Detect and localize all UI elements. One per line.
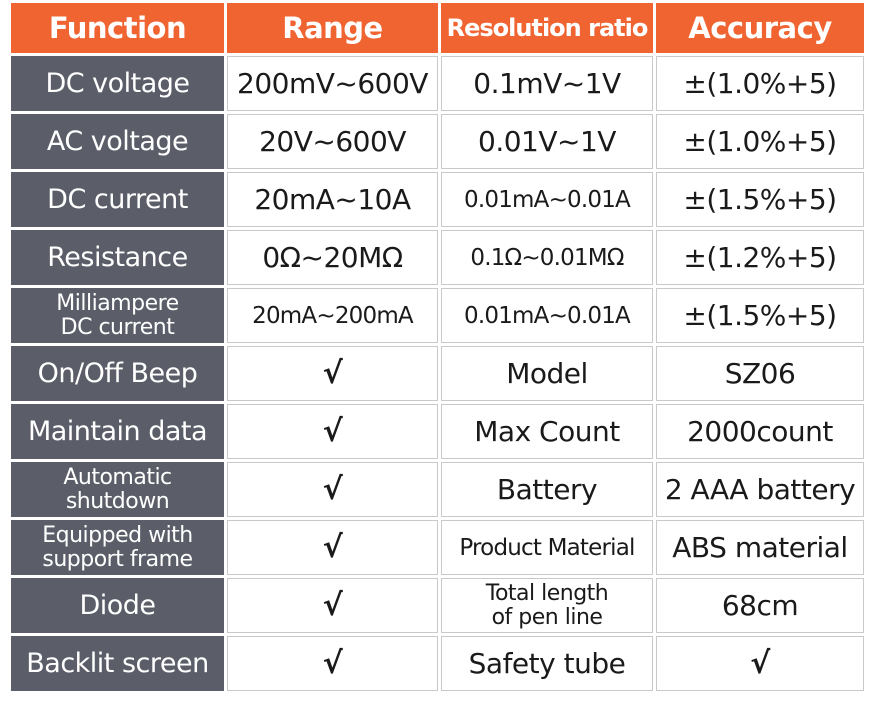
spec-value-cell: √ (656, 636, 864, 691)
spec-key-line: of pen line (491, 604, 603, 630)
table-row: Milliampere DC current 20mA~200mA 0.01mA… (11, 288, 864, 343)
check-mark: √ (227, 636, 438, 691)
function-cell: AC voltage (11, 114, 224, 169)
spec-key-cell: Battery (441, 462, 653, 517)
spec-value-cell: 68cm (656, 578, 864, 633)
table-row: Automatic shutdown √ Battery 2 AAA batte… (11, 462, 864, 517)
check-mark: √ (227, 578, 438, 633)
table-row: Backlit screen √ Safety tube √ (11, 636, 864, 691)
function-cell: Automatic shutdown (11, 462, 224, 517)
resolution-cell: 0.1Ω~0.01MΩ (441, 230, 653, 285)
function-cell: Resistance (11, 230, 224, 285)
resolution-cell: 0.01mA~0.01A (441, 172, 653, 227)
accuracy-cell: ±(1.0%+5) (656, 56, 864, 111)
function-cell: Diode (11, 578, 224, 633)
function-line: support frame (42, 546, 193, 572)
range-cell: 20mA~200mA (227, 288, 438, 343)
function-line: Milliampere (56, 290, 179, 316)
spec-key-line: Total length (485, 580, 609, 606)
accuracy-cell: ±(1.2%+5) (656, 230, 864, 285)
function-cell: DC current (11, 172, 224, 227)
check-mark: √ (227, 404, 438, 459)
function-cell: DC voltage (11, 56, 224, 111)
table-row: DC voltage 200mV~600V 0.1mV~1V ±(1.0%+5) (11, 56, 864, 111)
spec-key-cell: Max Count (441, 404, 653, 459)
function-line: Equipped with (42, 522, 193, 548)
function-line: shutdown (65, 488, 170, 514)
spec-key-cell: Model (441, 346, 653, 401)
header-range: Range (227, 3, 438, 53)
check-mark: √ (227, 520, 438, 575)
table-row: On/Off Beep √ Model SZ06 (11, 346, 864, 401)
range-cell: 200mV~600V (227, 56, 438, 111)
function-cell: Milliampere DC current (11, 288, 224, 343)
range-cell: 0Ω~20MΩ (227, 230, 438, 285)
function-line: Automatic (63, 464, 172, 490)
spec-key-cell: Product Material (441, 520, 653, 575)
accuracy-cell: ±(1.5%+5) (656, 172, 864, 227)
table-row: Resistance 0Ω~20MΩ 0.1Ω~0.01MΩ ±(1.2%+5) (11, 230, 864, 285)
resolution-cell: 0.1mV~1V (441, 56, 653, 111)
table-row: DC current 20mA~10A 0.01mA~0.01A ±(1.5%+… (11, 172, 864, 227)
header-row: Function Range Resolution ratio Accuracy (11, 3, 864, 53)
check-mark: √ (227, 462, 438, 517)
spec-value-cell: ABS material (656, 520, 864, 575)
header-accuracy: Accuracy (656, 3, 864, 53)
function-line: DC current (60, 314, 175, 340)
range-cell: 20mA~10A (227, 172, 438, 227)
header-function: Function (11, 3, 224, 53)
spec-value-cell: 2 AAA battery (656, 462, 864, 517)
accuracy-cell: ±(1.0%+5) (656, 114, 864, 169)
range-cell: 20V~600V (227, 114, 438, 169)
table-row: Maintain data √ Max Count 2000count (11, 404, 864, 459)
table-row: Equipped with support frame √ Product Ma… (11, 520, 864, 575)
spec-value-cell: SZ06 (656, 346, 864, 401)
accuracy-cell: ±(1.5%+5) (656, 288, 864, 343)
resolution-cell: 0.01V~1V (441, 114, 653, 169)
table-row: Diode √ Total length of pen line 68cm (11, 578, 864, 633)
spec-table: Function Range Resolution ratio Accuracy… (8, 0, 867, 694)
check-mark: √ (227, 346, 438, 401)
function-cell: Backlit screen (11, 636, 224, 691)
header-resolution: Resolution ratio (441, 3, 653, 53)
function-cell: Maintain data (11, 404, 224, 459)
spec-key-cell: Total length of pen line (441, 578, 653, 633)
resolution-cell: 0.01mA~0.01A (441, 288, 653, 343)
spec-value-cell: 2000count (656, 404, 864, 459)
function-cell: Equipped with support frame (11, 520, 224, 575)
spec-key-cell: Safety tube (441, 636, 653, 691)
table-row: AC voltage 20V~600V 0.01V~1V ±(1.0%+5) (11, 114, 864, 169)
function-cell: On/Off Beep (11, 346, 224, 401)
